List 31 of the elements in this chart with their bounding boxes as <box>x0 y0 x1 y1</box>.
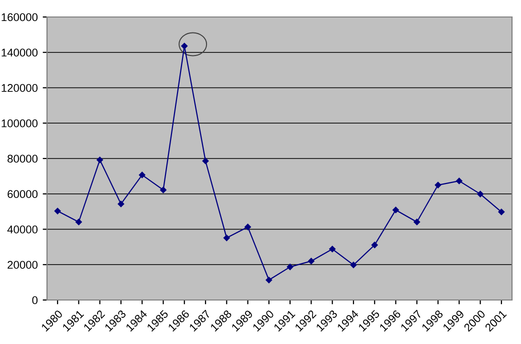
point <box>118 200 124 208</box>
point <box>181 42 188 50</box>
point <box>286 264 294 270</box>
point <box>414 218 420 226</box>
y-tick-label: 100000 <box>2 119 38 128</box>
y-tick-label: 80000 <box>8 154 38 163</box>
point <box>244 224 251 230</box>
point <box>308 258 314 264</box>
point <box>54 208 61 214</box>
point <box>477 190 484 198</box>
y-tick-label: 120000 <box>2 84 38 92</box>
point <box>498 208 505 216</box>
point <box>160 186 166 194</box>
point <box>456 178 462 184</box>
point <box>350 262 357 268</box>
point <box>202 158 209 164</box>
point <box>76 218 82 226</box>
point <box>96 156 103 164</box>
point <box>434 182 442 188</box>
y-tick-label: 160000 <box>2 13 38 22</box>
point <box>138 172 146 178</box>
y-tick-label: 140000 <box>2 48 38 57</box>
y-tick-label: 0 <box>32 296 38 304</box>
point <box>371 242 378 248</box>
y-tick-label: 20000 <box>8 260 38 269</box>
y-tick-label: 60000 <box>8 190 38 198</box>
point <box>266 276 272 284</box>
point <box>392 206 399 214</box>
y-tick-label: 40000 <box>7 226 38 234</box>
point <box>329 246 336 252</box>
point <box>224 234 230 242</box>
